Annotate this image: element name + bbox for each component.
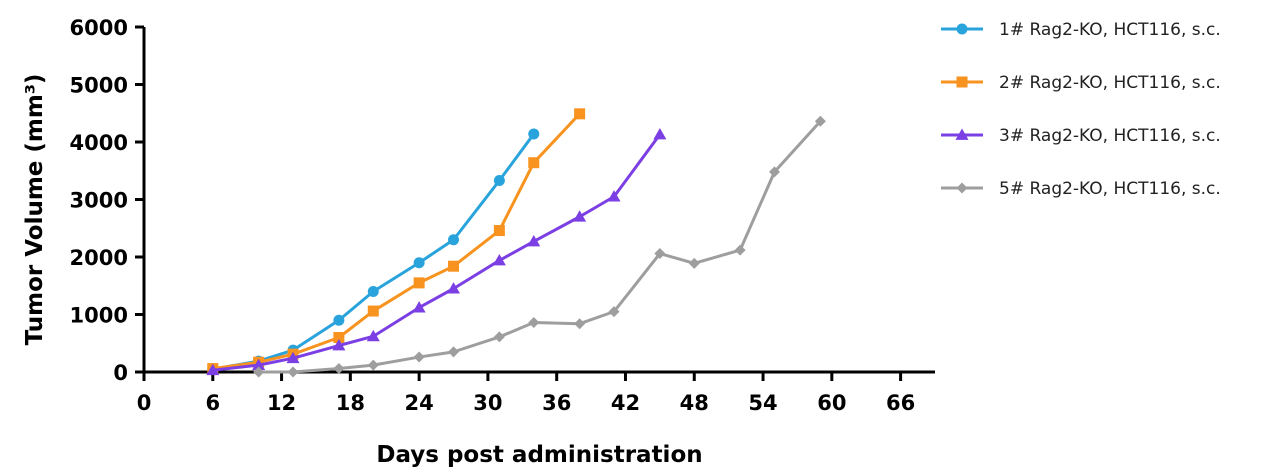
data-point — [528, 128, 540, 140]
data-point — [332, 339, 346, 351]
data-point — [607, 190, 621, 202]
data-point — [492, 253, 506, 266]
series-2 — [207, 108, 586, 375]
data-point — [412, 301, 426, 313]
data-point — [367, 286, 379, 297]
legend-item: 2# Rag2-KO, HCT116, s.c. — [941, 73, 1221, 93]
data-point — [286, 351, 300, 364]
data-point — [447, 282, 461, 294]
y-tick-label: 5000 — [70, 74, 128, 98]
data-point — [493, 225, 505, 237]
x-tick-label: 60 — [817, 391, 846, 415]
legend-item: 1# Rag2-KO, HCT116, s.c. — [941, 20, 1221, 40]
series-line — [212, 112, 581, 371]
legend-marker — [956, 76, 968, 88]
data-point — [413, 351, 425, 363]
x-tick-label: 18 — [336, 391, 365, 415]
data-point — [574, 108, 586, 120]
data-point — [493, 175, 505, 187]
y-tick-label: 3000 — [70, 189, 128, 213]
legend-item: 5# Rag2-KO, HCT116, s.c. — [941, 179, 1221, 199]
series-4 — [253, 115, 826, 378]
x-ticks: 0 6 12 18 24 30 36 42 48 54 60 66 — [137, 372, 915, 415]
y-tick-label: 0 — [113, 361, 128, 385]
data-point — [367, 359, 379, 371]
y-axis-title: Tumor Volume (mm³) — [22, 74, 48, 346]
data-point — [448, 346, 460, 358]
x-tick-label: 42 — [611, 391, 640, 415]
legend-marker — [956, 182, 968, 194]
axes: 0 1000 2000 3000 4000 5000 6000 0 6 12 18 24 30 36 42… — [70, 16, 935, 415]
data-point — [206, 363, 220, 376]
series-layer — [206, 108, 826, 378]
data-point — [574, 318, 586, 330]
y-ticks: 0 1000 2000 3000 4000 5000 6000 — [70, 16, 144, 385]
data-point — [573, 210, 587, 222]
data-point — [814, 115, 826, 127]
legend-marker — [955, 128, 969, 140]
x-axis-title: Days post administration — [376, 442, 702, 468]
series-line — [212, 133, 662, 372]
x-tick-label: 12 — [267, 391, 296, 415]
legend-item: 3# Rag2-KO, HCT116, s.c. — [941, 126, 1221, 146]
data-point — [528, 157, 540, 169]
y-tick-label: 4000 — [70, 131, 128, 155]
x-tick-label: 0 — [137, 391, 152, 415]
legend-label: 5# Rag2-KO, HCT116, s.c. — [999, 179, 1221, 199]
data-point — [253, 366, 265, 378]
data-point — [333, 363, 345, 375]
data-point — [608, 306, 620, 318]
data-point — [448, 260, 460, 272]
data-point — [287, 366, 299, 378]
data-point — [527, 234, 541, 247]
legend-label: 3# Rag2-KO, HCT116, s.c. — [999, 126, 1221, 146]
x-tick-label: 30 — [473, 391, 502, 415]
legend-label: 1# Rag2-KO, HCT116, s.c. — [999, 20, 1221, 40]
x-tick-label: 48 — [680, 391, 709, 415]
y-tick-label: 6000 — [70, 16, 128, 40]
data-point — [734, 244, 746, 256]
data-point — [448, 234, 460, 246]
data-point — [528, 317, 540, 329]
data-point — [252, 358, 266, 370]
data-point — [688, 257, 700, 269]
x-tick-label: 66 — [886, 391, 915, 415]
data-point — [333, 314, 345, 326]
x-tick-label: 54 — [748, 391, 777, 415]
data-point — [413, 257, 425, 269]
y-tick-label: 1000 — [70, 304, 128, 328]
legend: 1# Rag2-KO, HCT116, s.c. 2# Rag2-KO, HCT1… — [941, 20, 1221, 199]
y-tick-label: 2000 — [70, 246, 128, 270]
series-3 — [206, 128, 667, 376]
legend-label: 2# Rag2-KO, HCT116, s.c. — [999, 73, 1221, 93]
data-point — [769, 166, 781, 178]
x-tick-label: 6 — [205, 391, 220, 415]
data-point — [367, 305, 379, 317]
data-point — [333, 332, 345, 343]
data-point — [493, 331, 505, 343]
data-point — [654, 248, 666, 260]
legend-marker — [956, 23, 968, 35]
data-point — [366, 329, 380, 342]
x-tick-label: 36 — [542, 391, 571, 415]
data-point — [413, 277, 425, 289]
x-tick-label: 24 — [405, 391, 434, 415]
data-point — [653, 128, 667, 140]
